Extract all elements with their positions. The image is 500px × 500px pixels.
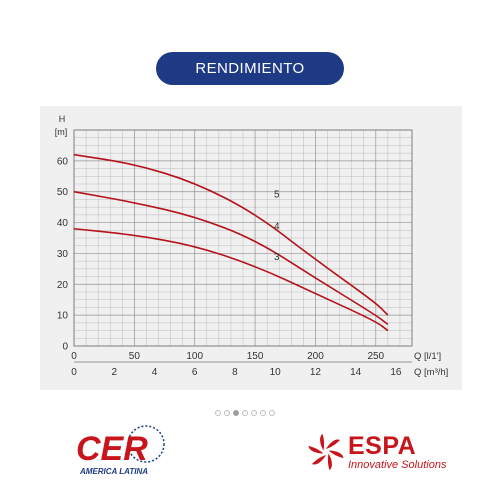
x2-tick-label: 14 xyxy=(350,367,362,378)
x2-tick-label: 4 xyxy=(152,367,158,378)
x2-tick-label: 0 xyxy=(71,367,77,378)
y-tick-label: 40 xyxy=(57,218,69,229)
pagination-dot[interactable] xyxy=(233,410,239,416)
y-tick-label: 10 xyxy=(57,311,69,322)
x2-tick-label: 16 xyxy=(390,367,402,378)
x-tick-label: 0 xyxy=(71,351,77,362)
title-button[interactable]: RENDIMIENTO xyxy=(156,52,344,85)
y-tick-label: 60 xyxy=(57,156,69,167)
pagination-dot[interactable] xyxy=(224,410,230,416)
y-axis-unit: [m] xyxy=(55,127,68,137)
x-axis-label: Q [l/1'] xyxy=(414,351,441,362)
x2-tick-label: 2 xyxy=(111,367,117,378)
x-tick-label: 200 xyxy=(307,351,324,362)
x-tick-label: 250 xyxy=(367,351,384,362)
cer-logo-subtext: AMERICA LATINA xyxy=(79,467,148,476)
pagination-dot[interactable] xyxy=(215,410,221,416)
series-line-3 xyxy=(73,227,389,332)
espa-logo-text: ESPA xyxy=(348,432,417,460)
plot-frame xyxy=(73,129,413,347)
x2-tick-label: 10 xyxy=(270,367,282,378)
series-label-3: 3 xyxy=(274,252,280,263)
x2-axis-label: Q [m³/h] xyxy=(414,367,448,378)
y-tick-label: 0 xyxy=(62,342,68,353)
x2-tick-label: 6 xyxy=(192,367,198,378)
series-label-5: 5 xyxy=(274,189,280,200)
espa-pinwheel-icon xyxy=(308,434,344,470)
series-line-5 xyxy=(73,153,389,316)
pagination-dot[interactable] xyxy=(251,410,257,416)
y-tick-label: 30 xyxy=(57,249,69,260)
y-tick-label: 50 xyxy=(57,187,69,198)
y-tick-label: 20 xyxy=(57,280,69,291)
pagination-dot[interactable] xyxy=(242,410,248,416)
x-tick-label: 100 xyxy=(186,351,203,362)
pagination-dot[interactable] xyxy=(260,410,266,416)
espa-logo-tagline: Innovative Solutions xyxy=(348,459,447,471)
series-label-4: 4 xyxy=(274,222,280,233)
pagination-dot[interactable] xyxy=(269,410,275,416)
x2-tick-label: 12 xyxy=(310,367,322,378)
x-tick-label: 50 xyxy=(129,351,141,362)
series-line-4 xyxy=(73,190,389,326)
x-tick-label: 150 xyxy=(247,351,264,362)
cer-logo-text: CER xyxy=(76,430,148,468)
cer-logo: CER AMERICA LATINA xyxy=(76,425,165,476)
x2-tick-label: 8 xyxy=(232,367,238,378)
y-axis-label: H xyxy=(59,114,66,124)
pagination-dots[interactable] xyxy=(215,410,275,416)
espa-logo: ESPA Innovative Solutions xyxy=(308,432,448,476)
